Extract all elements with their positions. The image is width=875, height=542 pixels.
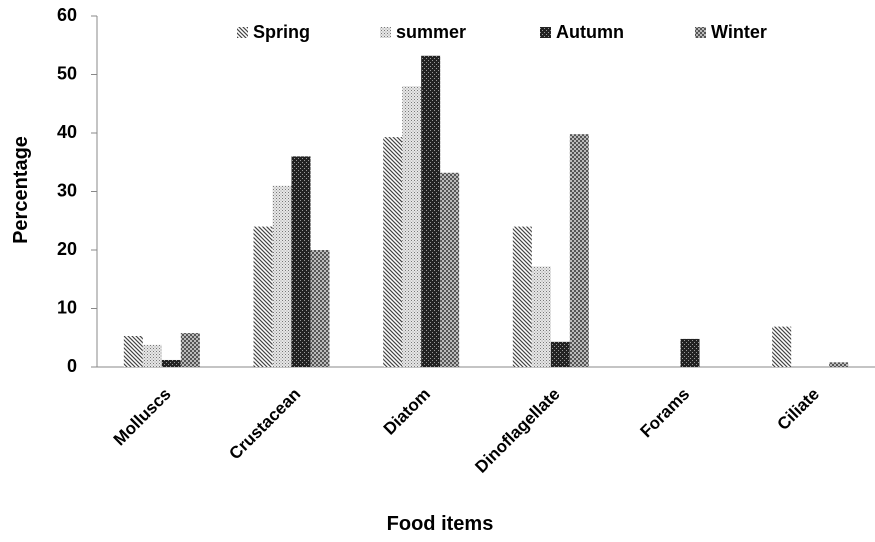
bar — [550, 341, 570, 367]
y-tick-label: 50 — [57, 63, 77, 83]
y-axis-title: Percentage — [10, 136, 32, 244]
bar — [772, 326, 792, 367]
legend-swatch — [237, 27, 248, 38]
y-tick-label: 40 — [57, 122, 77, 142]
bar — [383, 137, 403, 367]
bar — [440, 172, 460, 367]
bar — [123, 335, 143, 367]
legend-label: Autumn — [556, 22, 624, 42]
legend-swatch — [540, 27, 551, 38]
bar — [680, 338, 700, 367]
legend-swatch — [380, 27, 391, 38]
y-tick-label: 10 — [57, 297, 77, 317]
x-axis-title: Food items — [387, 513, 494, 535]
y-tick-label: 20 — [57, 239, 77, 259]
bar — [253, 226, 273, 367]
bar — [180, 333, 200, 367]
bar — [272, 185, 292, 367]
bar — [310, 250, 330, 367]
x-tick-label: Ciliate — [773, 384, 823, 434]
bar — [569, 134, 589, 367]
bar — [142, 344, 162, 367]
legend-label: Spring — [253, 22, 310, 42]
bar — [512, 226, 532, 367]
x-tick-label: Molluscs — [110, 384, 175, 449]
x-tick-label: Crustacean — [225, 384, 304, 463]
x-tick-label: Diatom — [380, 384, 434, 438]
bar — [291, 156, 311, 367]
legend-label: Winter — [711, 22, 767, 42]
y-tick-label: 30 — [57, 180, 77, 200]
legend-swatch — [695, 27, 706, 38]
x-tick-label: Forams — [636, 384, 693, 441]
legend-label: summer — [396, 22, 466, 42]
bar — [402, 86, 422, 367]
bar — [421, 55, 441, 367]
y-tick-label: 0 — [67, 356, 77, 376]
bar — [161, 359, 181, 367]
x-tick-label: Dinoflagellate — [471, 384, 563, 476]
y-tick-label: 60 — [57, 5, 77, 25]
bar — [829, 362, 849, 367]
bar — [531, 266, 551, 367]
